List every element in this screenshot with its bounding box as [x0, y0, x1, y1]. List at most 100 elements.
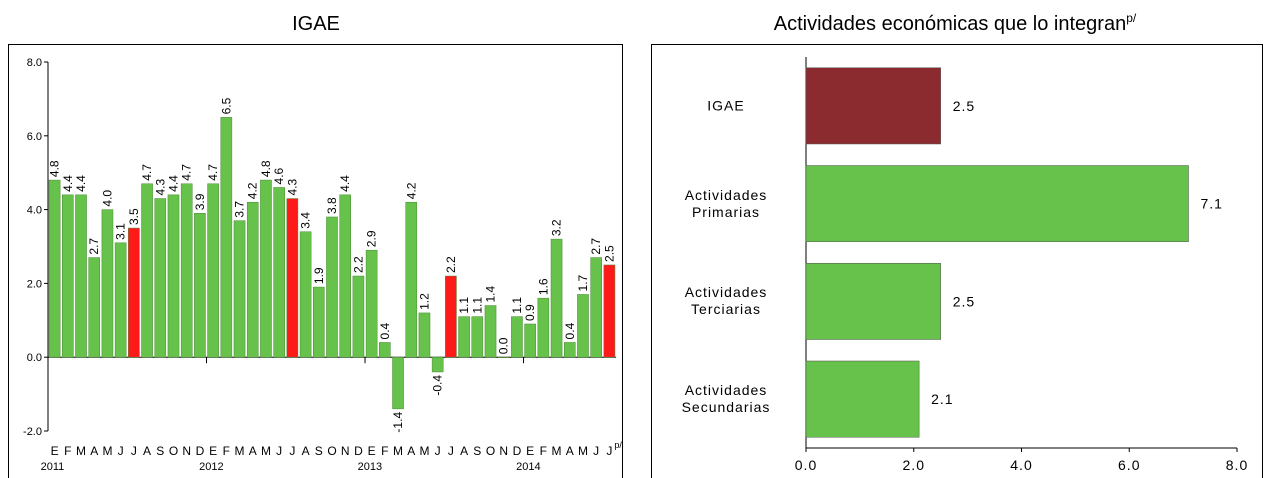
bar [590, 257, 602, 358]
value-label: 2.5 [953, 293, 975, 309]
bar [392, 356, 404, 410]
bar [577, 294, 589, 358]
x-tick-label: A [249, 444, 257, 458]
bar [805, 360, 920, 438]
value-label: 4.3 [153, 179, 167, 196]
category-note: p/ [614, 440, 622, 450]
x-tick-label: 4.0 [1010, 457, 1032, 473]
x-tick-label: D [354, 444, 363, 458]
x-tick-label: F [223, 444, 230, 458]
x-tick-label: A [460, 444, 468, 458]
x-tick-label: N [341, 444, 350, 458]
y-tick-label: 6.0 [27, 131, 42, 143]
category-label: Actividades Primarias [684, 186, 768, 220]
bar [537, 297, 550, 358]
bar [458, 316, 470, 358]
value-label: 3.4 [299, 212, 313, 229]
value-label: 4.8 [259, 160, 273, 177]
x-tick-label: A [90, 444, 98, 458]
x-tick-label: F [540, 444, 547, 458]
value-label: 4.0 [100, 190, 114, 207]
bar [805, 165, 1189, 242]
value-label: 0.0 [497, 337, 511, 354]
x-tick-label: 2.0 [903, 457, 925, 473]
bar [471, 316, 484, 358]
value-label: 3.9 [193, 193, 207, 210]
x-tick-label: J [289, 444, 295, 458]
value-label: -0.4 [431, 375, 445, 396]
x-tick-label: M [76, 444, 86, 458]
x-tick-label: E [368, 444, 376, 458]
x-tick-label: O [486, 444, 495, 458]
x-tick-label: E [209, 444, 217, 458]
value-label: 4.7 [206, 164, 220, 181]
x-tick-label: D [196, 444, 205, 458]
value-label: 4.3 [285, 179, 299, 196]
right-frame [651, 44, 1263, 478]
x-tick-label: J [593, 444, 599, 458]
bar [312, 286, 325, 358]
bar [141, 183, 153, 358]
x-tick-label: F [64, 444, 71, 458]
value-label: 4.6 [272, 167, 286, 184]
bar [379, 342, 391, 358]
value-label: 4.2 [246, 182, 260, 199]
x-tick-label: J [606, 444, 612, 458]
bar [550, 238, 563, 358]
x-tick-label: S [473, 444, 481, 458]
y-tick-label: -2.0 [23, 426, 42, 438]
bar [101, 209, 114, 358]
value-label: 3.7 [233, 201, 247, 218]
bar [75, 194, 87, 358]
bar [339, 194, 352, 358]
bar [167, 194, 180, 358]
chart-title: IGAE [292, 13, 340, 35]
chart-title: Actividades económicas que lo integranp/ [774, 11, 1137, 35]
bar [273, 187, 285, 358]
value-label: 4.4 [166, 175, 180, 192]
bar [511, 316, 523, 358]
x-tick-label: N [499, 444, 508, 458]
x-tick-label: F [381, 444, 388, 458]
x-tick-label: J [118, 444, 124, 458]
x-tick-label: S [315, 444, 323, 458]
x-tick-label: 8.0 [1226, 457, 1248, 473]
x-tick-label: N [182, 444, 191, 458]
x-tick-label: M [552, 444, 562, 458]
bar [431, 356, 444, 373]
bar [114, 242, 127, 358]
category-label: IGAE [707, 97, 745, 114]
bar [418, 312, 431, 358]
value-label: 1.4 [484, 286, 498, 303]
bar [326, 216, 338, 358]
x-tick-label: 0.0 [795, 457, 817, 473]
value-label: 2.7 [589, 238, 603, 255]
value-label: 1.6 [536, 278, 550, 295]
x-tick-label: A [566, 444, 574, 458]
x-tick-label: J [435, 444, 441, 458]
x-tick-label: M [578, 444, 588, 458]
value-label: 1.9 [312, 267, 326, 284]
x-tick-label: M [235, 444, 245, 458]
value-label: 0.4 [378, 322, 392, 339]
year-label: 2012 [199, 461, 223, 473]
bar [194, 213, 206, 358]
value-label: -1.4 [391, 412, 405, 433]
x-tick-label: M [419, 444, 429, 458]
bar [207, 183, 219, 358]
value-label: 4.7 [180, 164, 194, 181]
y-tick-label: 2.0 [27, 278, 42, 290]
value-label: 4.4 [338, 175, 352, 192]
value-label: 4.2 [404, 182, 418, 199]
value-label: 2.2 [351, 256, 365, 273]
left-frame [8, 44, 623, 478]
x-tick-label: 6.0 [1118, 457, 1140, 473]
year-label: 2013 [358, 461, 382, 473]
x-tick-label: A [407, 444, 415, 458]
value-label: 1.1 [457, 297, 471, 314]
x-tick-label: E [526, 444, 534, 458]
bar [48, 179, 61, 358]
value-label: 2.1 [931, 391, 953, 407]
bar [220, 117, 233, 358]
